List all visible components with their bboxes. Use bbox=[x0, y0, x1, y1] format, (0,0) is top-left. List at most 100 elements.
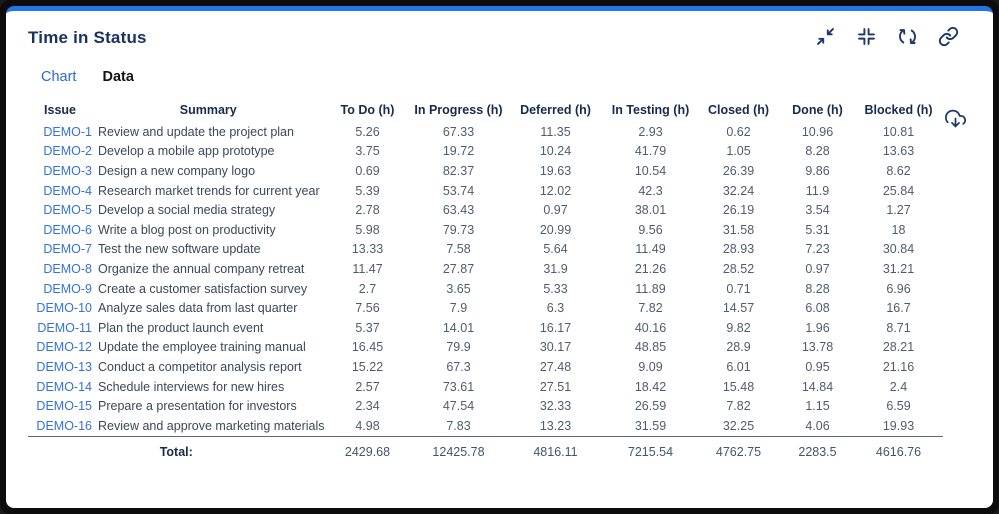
export-button[interactable] bbox=[943, 108, 967, 132]
value-cell: 0.69 bbox=[355, 163, 380, 178]
column-header: Closed (h) bbox=[707, 103, 770, 117]
value-cell: 7.82 bbox=[638, 301, 663, 316]
value-cell: 13.33 bbox=[351, 242, 384, 257]
column-header: To Do (h) bbox=[340, 103, 395, 117]
toolbar bbox=[814, 26, 959, 49]
value-cell: 16.7 bbox=[886, 301, 911, 316]
summary-cell: Develop a social media strategy bbox=[98, 203, 276, 218]
value-cell: 7.56 bbox=[355, 301, 380, 316]
table-row: DEMO-14 Schedule interviews for new hires… bbox=[28, 377, 943, 397]
value-cell: 2.57 bbox=[355, 379, 380, 394]
value-cell: 6.3 bbox=[546, 301, 565, 316]
table-row: DEMO-2 Develop a mobile app prototype 3.75… bbox=[28, 142, 943, 162]
value-cell: 11.49 bbox=[635, 242, 666, 257]
value-cell: 11.9 bbox=[805, 183, 830, 198]
value-cell: 14.84 bbox=[801, 379, 834, 394]
issue-link[interactable]: DEMO-9 bbox=[43, 281, 92, 296]
page-title: Time in Status bbox=[28, 28, 147, 47]
value-cell: 31.21 bbox=[882, 261, 915, 276]
total-value-cell: 4616.76 bbox=[854, 435, 943, 465]
value-cell: 3.75 bbox=[355, 144, 380, 159]
issue-link[interactable]: DEMO-2 bbox=[43, 144, 92, 159]
value-cell: 48.85 bbox=[634, 340, 667, 355]
issue-link[interactable]: DEMO-5 bbox=[43, 203, 92, 218]
total-row: Total: 2429.68 12425.78 4816.11 7215.54 4762… bbox=[28, 435, 943, 465]
value-cell: 31.9 bbox=[543, 261, 568, 276]
value-cell: 2.7 bbox=[358, 281, 377, 296]
value-cell: 15.48 bbox=[722, 379, 755, 394]
value-cell: 40.16 bbox=[634, 320, 667, 335]
value-cell: 79.73 bbox=[442, 222, 475, 237]
issue-link[interactable]: DEMO-8 bbox=[43, 261, 92, 276]
time-in-status-card: Time in Status bbox=[6, 6, 993, 508]
value-cell: 8.28 bbox=[805, 281, 830, 296]
value-cell: 1.27 bbox=[886, 203, 911, 218]
value-cell: 28.21 bbox=[882, 340, 915, 355]
table-row: DEMO-8 Organize the annual company retrea… bbox=[28, 259, 943, 279]
table-row: DEMO-15 Prepare a presentation for invest… bbox=[28, 396, 943, 416]
summary-cell: Design a new company logo bbox=[98, 163, 256, 178]
value-cell: 79.9 bbox=[446, 340, 471, 355]
value-cell: 11.35 bbox=[540, 124, 571, 139]
issue-link[interactable]: DEMO-16 bbox=[36, 418, 92, 433]
value-cell: 18 bbox=[891, 222, 906, 237]
summary-cell: Analyze sales data from last quarter bbox=[98, 301, 298, 316]
value-cell: 9.86 bbox=[805, 163, 830, 178]
value-cell: 2.34 bbox=[355, 399, 380, 414]
collapse-arrows-icon bbox=[815, 26, 836, 50]
issue-link[interactable]: DEMO-1 bbox=[43, 124, 92, 139]
value-cell: 47.54 bbox=[442, 399, 475, 414]
issue-link[interactable]: DEMO-4 bbox=[43, 183, 92, 198]
value-cell: 53.74 bbox=[442, 183, 475, 198]
value-cell: 27.87 bbox=[442, 261, 475, 276]
table-header-row: Issue Summary To Do (h) In Progress (h) Defe… bbox=[28, 101, 943, 122]
value-cell: 4.98 bbox=[355, 418, 380, 433]
table-row: DEMO-4 Research market trends for current… bbox=[28, 181, 943, 201]
refresh-button[interactable] bbox=[896, 27, 918, 49]
total-value-cell: 12425.78 bbox=[410, 435, 507, 465]
minimize-button[interactable] bbox=[814, 27, 836, 49]
value-cell: 0.71 bbox=[726, 281, 751, 296]
total-value-cell: 4816.11 bbox=[506, 435, 605, 465]
collapse-button[interactable] bbox=[855, 27, 877, 49]
issue-link[interactable]: DEMO-12 bbox=[36, 340, 92, 355]
issue-link[interactable]: DEMO-15 bbox=[36, 399, 92, 414]
value-cell: 5.64 bbox=[543, 242, 568, 257]
value-cell: 7.82 bbox=[726, 399, 751, 414]
value-cell: 28.52 bbox=[722, 261, 755, 276]
tab-chart[interactable]: Chart bbox=[41, 69, 77, 85]
value-cell: 32.33 bbox=[539, 399, 572, 414]
total-value-cell: 2429.68 bbox=[324, 435, 411, 465]
issue-link[interactable]: DEMO-6 bbox=[43, 222, 92, 237]
value-cell: 2.4 bbox=[889, 379, 908, 394]
table-row: DEMO-1 Review and update the project plan… bbox=[28, 122, 943, 142]
issue-link[interactable]: DEMO-7 bbox=[43, 242, 92, 257]
tab-data[interactable]: Data bbox=[102, 69, 134, 85]
value-cell: 63.43 bbox=[442, 203, 475, 218]
issue-link[interactable]: DEMO-13 bbox=[36, 359, 92, 374]
table-row: DEMO-3 Design a new company logo 0.69 82.37… bbox=[28, 161, 943, 181]
value-cell: 10.81 bbox=[882, 124, 915, 139]
value-cell: 12.02 bbox=[539, 183, 572, 198]
value-cell: 26.19 bbox=[722, 203, 755, 218]
summary-cell: Update the employee training manual bbox=[98, 340, 306, 355]
value-cell: 9.56 bbox=[638, 222, 663, 237]
value-cell: 27.48 bbox=[539, 359, 572, 374]
link-button[interactable] bbox=[937, 26, 959, 49]
summary-cell: Write a blog post on productivity bbox=[98, 222, 276, 237]
value-cell: 8.71 bbox=[886, 320, 911, 335]
value-cell: 16.17 bbox=[539, 320, 572, 335]
value-cell: 6.01 bbox=[726, 359, 751, 374]
cloud-download-icon bbox=[944, 109, 966, 132]
summary-cell: Plan the product launch event bbox=[98, 320, 264, 335]
issue-link[interactable]: DEMO-3 bbox=[43, 163, 92, 178]
issue-link[interactable]: DEMO-10 bbox=[36, 301, 92, 316]
value-cell: 82.37 bbox=[442, 163, 475, 178]
column-header: Summary bbox=[179, 103, 237, 117]
issue-link[interactable]: DEMO-11 bbox=[37, 320, 92, 335]
issue-link[interactable]: DEMO-14 bbox=[36, 379, 92, 394]
value-cell: 10.54 bbox=[634, 163, 667, 178]
value-cell: 27.51 bbox=[539, 379, 572, 394]
value-cell: 5.39 bbox=[355, 183, 380, 198]
